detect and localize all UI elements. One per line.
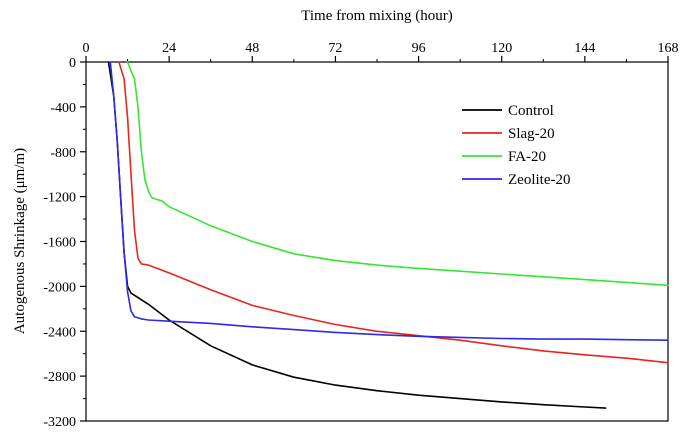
x-tick-label: 0: [83, 41, 90, 56]
y-tick-label: -1600: [43, 236, 76, 251]
x-tick-label: 120: [491, 41, 512, 56]
series-line-slag-20: [118, 61, 669, 364]
y-tick-label: -400: [50, 101, 76, 116]
x-axis-title: Time from mixing (hour): [301, 8, 453, 24]
legend: Control Slag-20 FA-20 Zeolite-20: [462, 103, 570, 188]
y-tick-label: -1200: [43, 191, 76, 206]
y-tick-label: -2400: [43, 325, 76, 340]
series-line-fa-20: [126, 61, 669, 287]
x-tick-label: 96: [412, 41, 426, 56]
x-tick-label: 72: [328, 41, 342, 56]
y-axis-title: Autogenous Shrinkage (μm/m): [12, 148, 28, 334]
series-layer: [107, 61, 669, 409]
series-line-zeolite-20: [109, 61, 669, 342]
y-tick-label: -2800: [43, 370, 76, 385]
legend-label: Control: [508, 103, 554, 119]
x-axis: 0 24 48 72 96 120 144 168: [83, 41, 679, 62]
legend-label: Zeolite-20: [508, 172, 570, 188]
y-tick-label: -2000: [43, 280, 76, 295]
y-tick-label: -800: [50, 146, 76, 161]
x-tick-label: 168: [658, 41, 679, 56]
plot-frame: [85, 61, 669, 422]
y-tick-label: 0: [69, 56, 76, 71]
legend-label: Slag-20: [508, 126, 555, 142]
x-tick-label: 48: [245, 41, 259, 56]
y-tick-label: -3200: [43, 415, 76, 430]
x-tick-label: 24: [162, 41, 176, 56]
legend-label: FA-20: [508, 149, 546, 165]
x-tick-label: 144: [574, 41, 595, 56]
y-axis: 0 -400 -800 -1200 -1600 -2000 -2400 -2800 -3200: [43, 56, 86, 430]
